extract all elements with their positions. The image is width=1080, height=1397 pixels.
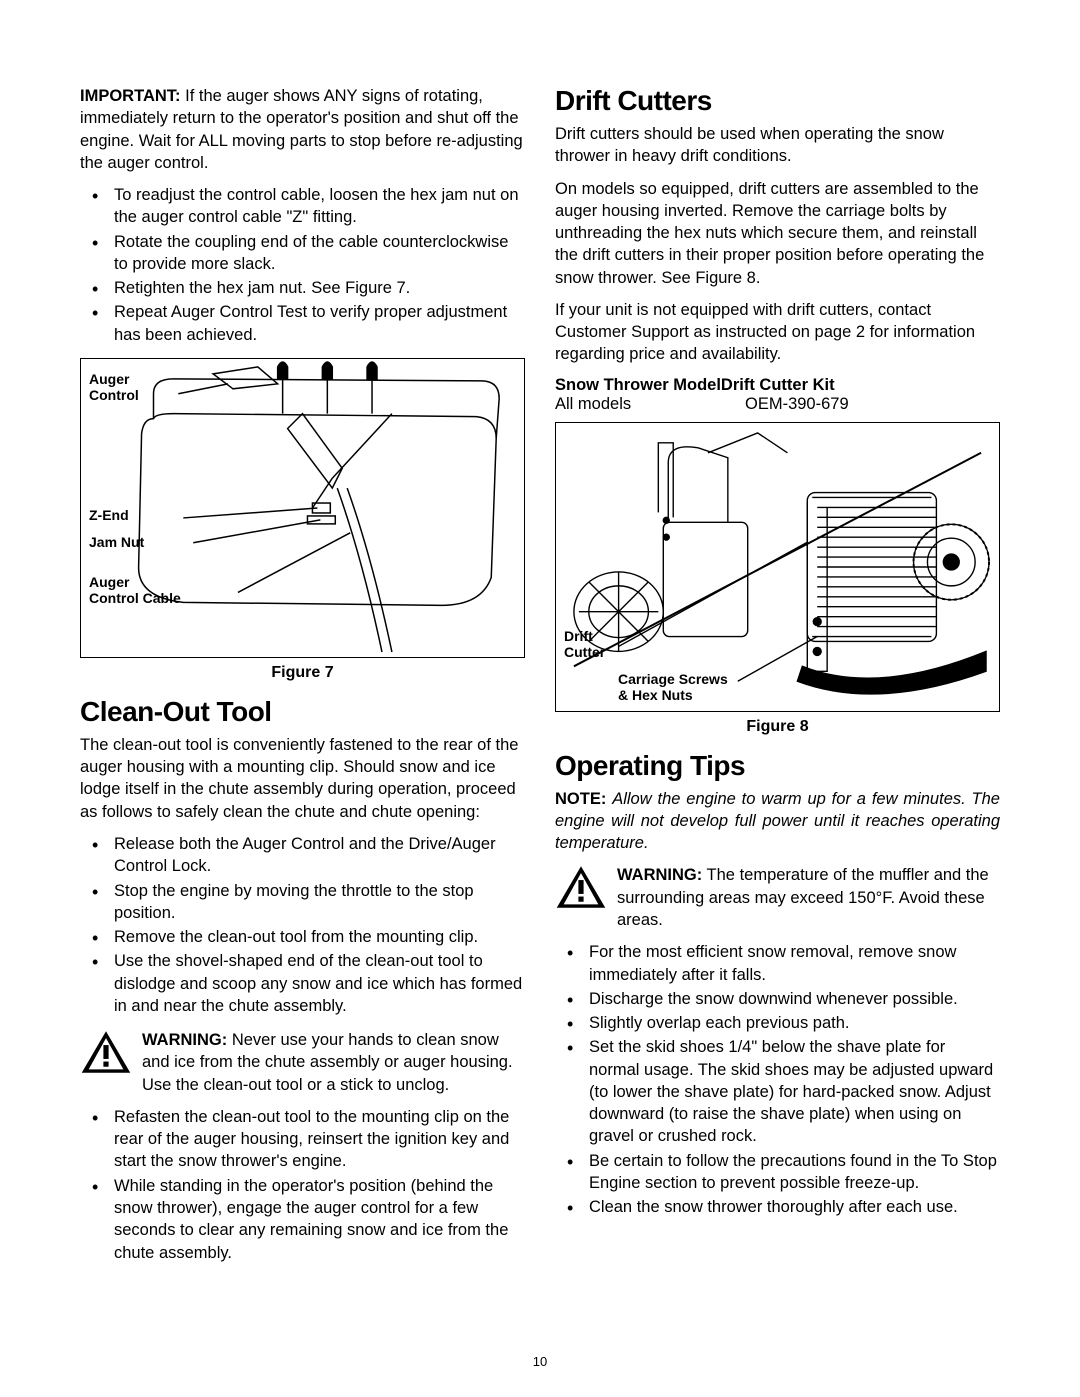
- figure-8-box: Drift Cutter Carriage Screws & Hex Nuts: [555, 422, 1000, 712]
- list-item: Discharge the snow downwind whenever pos…: [589, 988, 1000, 1010]
- list-item: Clean the snow thrower thoroughly after …: [589, 1196, 1000, 1218]
- important-label: IMPORTANT:: [80, 87, 181, 105]
- list-item: Use the shovel-shaped end of the clean-o…: [114, 950, 525, 1017]
- important-paragraph: IMPORTANT: If the auger shows ANY signs …: [80, 85, 525, 174]
- drift-p3: If your unit is not equipped with drift …: [555, 299, 1000, 366]
- list-item: Stop the engine by moving the throttle t…: [114, 880, 525, 925]
- tips-heading: Operating Tips: [555, 750, 1000, 782]
- tips-list: For the most efficient snow removal, rem…: [555, 941, 1000, 1218]
- warning-icon: [555, 864, 607, 915]
- fig7-label-auger-control: Auger Control: [89, 371, 139, 403]
- tips-note: NOTE: Allow the engine to warm up for a …: [555, 788, 1000, 855]
- figure-7-caption: Figure 7: [80, 664, 525, 682]
- list-item: Set the skid shoes 1/4" below the shave …: [589, 1036, 1000, 1147]
- readjust-list: To readjust the control cable, loosen th…: [80, 184, 525, 346]
- warning-text-block: WARNING: Never use your hands to clean s…: [142, 1029, 525, 1096]
- note-label: NOTE:: [555, 790, 606, 808]
- list-item: Refasten the clean-out tool to the mount…: [114, 1106, 525, 1173]
- warning-text-block: WARNING: The temperature of the muffler …: [617, 864, 1000, 931]
- list-item: While standing in the operator's positio…: [114, 1175, 525, 1264]
- warning-label: WARNING:: [142, 1031, 227, 1049]
- fig7-label-jam-nut: Jam Nut: [89, 534, 144, 550]
- list-item: Slightly overlap each previous path.: [589, 1012, 1000, 1034]
- drift-heading: Drift Cutters: [555, 85, 1000, 117]
- figure-8-illustration: [556, 423, 999, 711]
- drift-table-c2: OEM-390-679: [745, 395, 849, 414]
- fig7-label-z-end: Z-End: [89, 507, 129, 523]
- page-content: IMPORTANT: If the auger shows ANY signs …: [80, 85, 1000, 1325]
- cleanout-list-2: Refasten the clean-out tool to the mount…: [80, 1106, 525, 1264]
- drift-table-c1: All models: [555, 395, 745, 414]
- list-item: Rotate the coupling end of the cable cou…: [114, 231, 525, 276]
- drift-p1: Drift cutters should be used when operat…: [555, 123, 1000, 168]
- cleanout-intro: The clean-out tool is conveniently faste…: [80, 734, 525, 823]
- cleanout-warning: WARNING: Never use your hands to clean s…: [80, 1029, 525, 1096]
- cleanout-heading: Clean-Out Tool: [80, 696, 525, 728]
- list-item: To readjust the control cable, loosen th…: [114, 184, 525, 229]
- drift-table-row: All models OEM-390-679: [555, 395, 1000, 414]
- list-item: Remove the clean-out tool from the mount…: [114, 926, 525, 948]
- warning-icon: [80, 1029, 132, 1080]
- list-item: Repeat Auger Control Test to verify prop…: [114, 301, 525, 346]
- fig7-label-auger-cable: Auger Control Cable: [89, 574, 181, 606]
- list-item: Retighten the hex jam nut. See Figure 7.: [114, 277, 525, 299]
- figure-7-box: Auger Control Z-End Jam Nut Auger Contro…: [80, 358, 525, 658]
- fig8-label-drift-cutter: Drift Cutter: [564, 628, 605, 660]
- list-item: Release both the Auger Control and the D…: [114, 833, 525, 878]
- list-item: Be certain to follow the precautions fou…: [589, 1150, 1000, 1195]
- warning-label: WARNING:: [617, 866, 702, 884]
- cleanout-list-1: Release both the Auger Control and the D…: [80, 833, 525, 1017]
- figure-7-illustration: [81, 359, 524, 657]
- fig8-label-screws: Carriage Screws & Hex Nuts: [618, 671, 728, 703]
- tips-warning: WARNING: The temperature of the muffler …: [555, 864, 1000, 931]
- list-item: For the most efficient snow removal, rem…: [589, 941, 1000, 986]
- drift-table-header: Snow Thrower ModelDrift Cutter Kit: [555, 376, 1000, 395]
- note-body: Allow the engine to warm up for a few mi…: [555, 790, 1000, 853]
- page-number: 10: [0, 1354, 1080, 1369]
- figure-8-caption: Figure 8: [555, 718, 1000, 736]
- drift-p2: On models so equipped, drift cutters are…: [555, 178, 1000, 289]
